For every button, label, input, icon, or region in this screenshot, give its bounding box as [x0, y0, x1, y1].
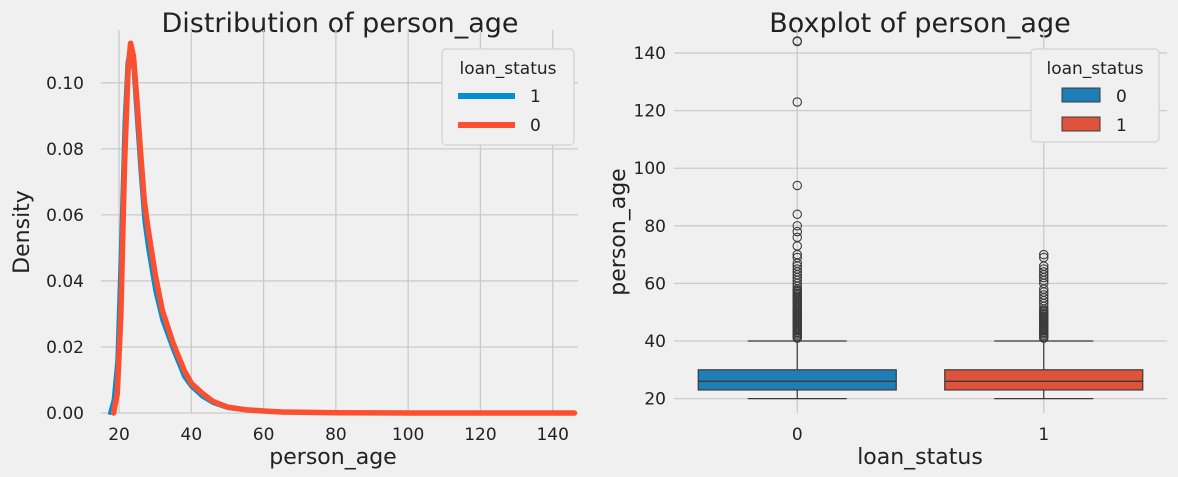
- density-x-tick-label: 140: [536, 425, 568, 445]
- density-legend-label: 1: [530, 87, 541, 107]
- density-legend-label: 0: [530, 116, 541, 136]
- density-legend: loan_status 1 0: [441, 48, 575, 146]
- density-x-tick-label: 80: [325, 425, 347, 445]
- boxplot-y-axis-label: person_age: [606, 168, 631, 295]
- boxplot-legend: loan_status 0 1: [1030, 48, 1160, 143]
- boxplot-chart: Boxplot of person_age 20406080100120140 …: [606, 8, 1167, 470]
- boxplot-y-tick-label: 40: [644, 332, 666, 352]
- density-y-ticks: 0.00 0.02 0.04 0.06 0.08 0.10: [46, 74, 84, 424]
- outlier-point: [792, 252, 802, 263]
- density-chart: Distribution of person_age 0.000.020.040…: [10, 8, 578, 470]
- box-group-0: [697, 36, 897, 400]
- outlier-point: [1039, 267, 1049, 277]
- outlier-point: [792, 209, 802, 220]
- boxplot-chart-title: Boxplot of person_age: [769, 8, 1070, 39]
- boxplot-legend-label: 0: [1116, 87, 1127, 107]
- boxplot-y-tick-label: 100: [634, 159, 666, 179]
- density-y-tick-label: 0.06: [46, 206, 84, 226]
- density-y-tick-label: 0.08: [46, 140, 84, 160]
- boxplot-x-axis-label: loan_status: [857, 445, 983, 470]
- boxplot-y-tick-label: 140: [634, 44, 666, 64]
- density-y-axis-label: Density: [10, 190, 35, 274]
- density-y-tick-label: 0.10: [46, 74, 84, 94]
- outlier-point: [1039, 290, 1049, 300]
- boxplot-y-tick-label: 120: [634, 102, 666, 122]
- boxplot-legend-label: 1: [1116, 116, 1127, 136]
- boxplot-x-tick-label: 1: [1038, 425, 1049, 445]
- outlier-point: [792, 226, 802, 237]
- density-x-tick-label: 60: [253, 425, 275, 445]
- density-x-tick-label: 100: [392, 425, 424, 445]
- outlier-point: [792, 221, 802, 231]
- outlier-point: [792, 97, 802, 107]
- box-iqr: [944, 369, 1144, 391]
- density-y-tick-label: 0.04: [46, 272, 84, 292]
- boxplot-boxes: [697, 36, 1144, 400]
- boxplot-legend-swatch: [1061, 87, 1101, 103]
- density-line-series-0: [110, 40, 578, 416]
- outlier-point: [792, 36, 802, 46]
- outlier-point: [1039, 252, 1049, 263]
- outlier-point: [1039, 249, 1049, 260]
- boxplot-legend-swatch: [1061, 116, 1101, 132]
- box-group-1: [944, 249, 1144, 400]
- density-y-tick-label: 0.02: [46, 338, 84, 358]
- boxplot-y-tick-label: 80: [644, 217, 666, 237]
- boxplot-y-tick-label: 20: [644, 390, 666, 410]
- density-x-ticks: 20 40 60 80 100 120 140: [108, 425, 569, 445]
- boxplot-legend-title: loan_status: [1046, 59, 1143, 79]
- outlier-point: [792, 264, 802, 274]
- boxplot-x-tick-label: 0: [792, 425, 803, 445]
- density-legend-title: loan_status: [459, 59, 556, 79]
- boxplot-y-ticks: 20 40 60 80 100 120 140: [634, 44, 666, 410]
- density-x-axis-label: person_age: [269, 445, 396, 470]
- density-series: [108, 40, 578, 416]
- outlier-point: [792, 232, 802, 243]
- box-iqr: [697, 369, 897, 391]
- density-y-tick-label: 0.00: [46, 404, 84, 424]
- density-x-tick-label: 120: [464, 425, 496, 445]
- density-x-tick-label: 20: [108, 425, 130, 445]
- outlier-point: [792, 180, 802, 191]
- boxplot-y-tick-label: 60: [644, 274, 666, 294]
- outlier-point: [1039, 264, 1049, 274]
- density-x-tick-label: 40: [181, 425, 203, 445]
- density-chart-title: Distribution of person_age: [161, 8, 518, 39]
